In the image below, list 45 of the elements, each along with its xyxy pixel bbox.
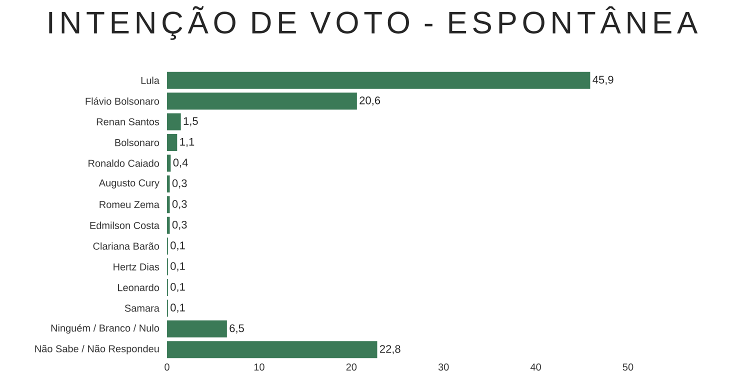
bar (167, 72, 590, 89)
x-tick-label: 30 (438, 364, 449, 371)
y-tick-label: Romeu Zema (100, 201, 160, 208)
bar (167, 175, 170, 192)
bar (167, 154, 171, 172)
data-label: 6,5 (230, 324, 244, 334)
bar (167, 320, 227, 338)
y-tick-label: Ninguém / Branco / Nulo (51, 324, 160, 334)
y-tick-label: Edmilson Costa (90, 222, 160, 230)
data-label: 20,6 (360, 96, 380, 106)
y-tick-label: Flávio Bolsonaro (86, 97, 160, 105)
y-tick-label: Ronaldo Caiado (88, 160, 160, 167)
y-tick-label: Lula (141, 76, 160, 84)
y-tick-label: Bolsonaro (115, 138, 160, 146)
data-label: 0,1 (170, 262, 185, 272)
chart-title: INTENÇÃO DE VOTO - ESPONTÂNEA (49, 6, 698, 40)
x-tick-label: 0 (164, 364, 170, 371)
y-tick-label: Leonardo (118, 284, 160, 292)
bar (167, 341, 378, 358)
data-label: 0,4 (173, 158, 188, 168)
data-label: 0,1 (170, 304, 185, 313)
x-tick-label: 20 (346, 364, 357, 371)
y-tick-label: Samara (124, 304, 160, 312)
bar (167, 92, 357, 110)
x-tick-label: 10 (254, 364, 264, 371)
data-label: 0,3 (172, 220, 187, 230)
bar (167, 113, 181, 130)
bar (167, 196, 170, 214)
data-label: 0,1 (170, 242, 185, 251)
y-tick-label: Não Sabe / Não Respondeu (35, 344, 159, 354)
data-label: 0,1 (170, 282, 185, 292)
data-label: 1,1 (180, 138, 194, 147)
y-tick-label: Renan Santos (96, 118, 160, 126)
data-label: 0,3 (172, 179, 187, 188)
x-tick-label: 50 (622, 364, 634, 371)
data-label: 45,9 (592, 76, 614, 85)
x-tick-label: 40 (530, 364, 541, 371)
bar (167, 216, 170, 234)
y-tick-label: Clariana Barão (93, 242, 160, 250)
y-tick-label: Hertz Dias (114, 263, 160, 270)
data-label: 0,3 (172, 200, 187, 210)
data-label: 1,5 (184, 117, 198, 126)
y-tick-label: Augusto Cury (98, 179, 160, 188)
bar (167, 134, 178, 151)
data-label: 22,8 (380, 345, 400, 354)
